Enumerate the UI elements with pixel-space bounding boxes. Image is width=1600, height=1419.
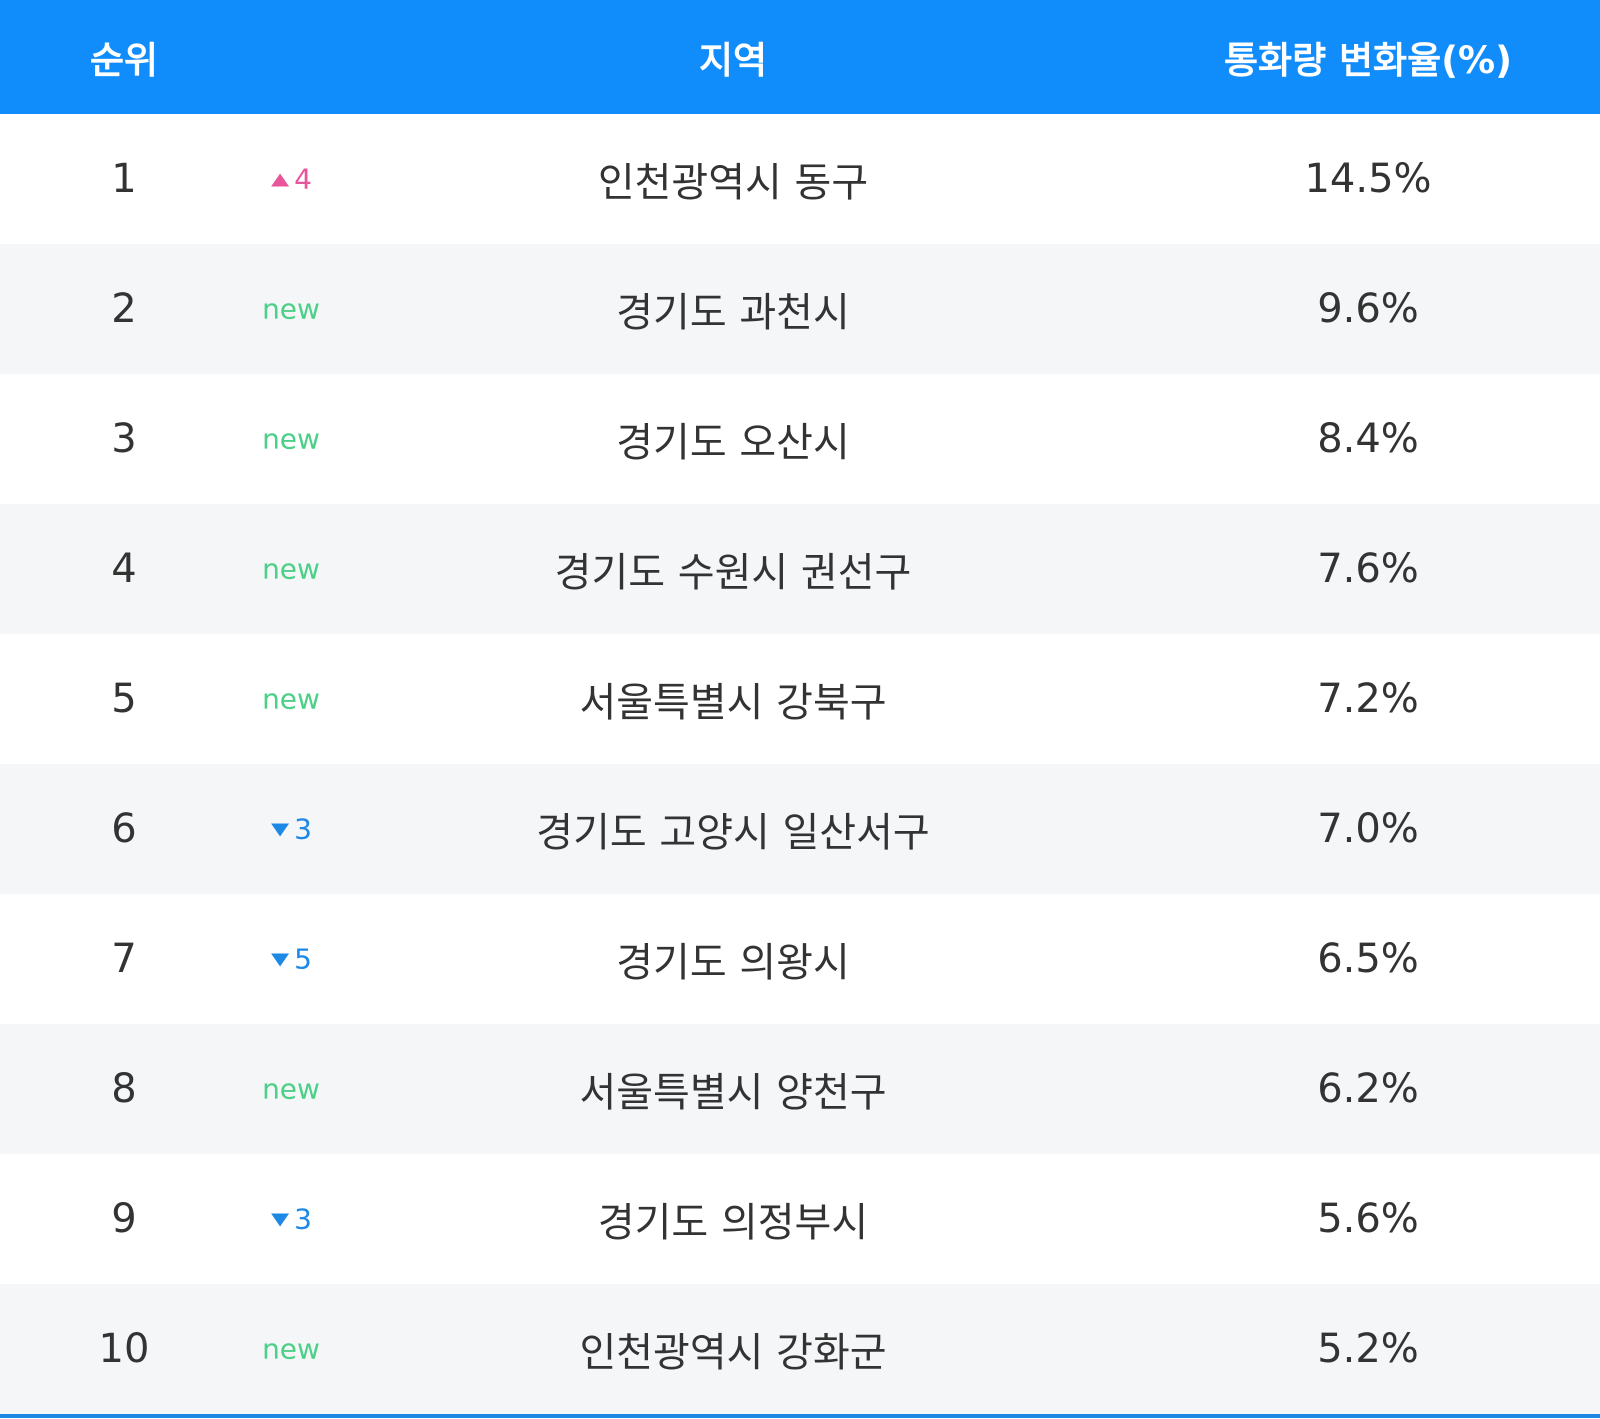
rate: 9.6% <box>1317 286 1419 332</box>
change-arrow <box>271 953 290 966</box>
rank: 9 <box>111 1196 137 1242</box>
table-row: 2 new 경기도 과천시 9.6% <box>0 244 1600 374</box>
region: 경기도 오산시 <box>616 420 850 466</box>
table-header: 순위 지역 통화량 변화율(%) <box>0 0 1600 114</box>
rank-change: new <box>262 1073 320 1106</box>
change-text: 4 <box>294 162 312 196</box>
rank: 2 <box>111 286 137 332</box>
change-text: new <box>262 292 320 326</box>
region: 경기도 과천시 <box>616 290 850 336</box>
table-row: 5 new 서울특별시 강북구 7.2% <box>0 634 1600 764</box>
change-arrow <box>271 1213 290 1226</box>
change-text: 3 <box>294 1202 312 1236</box>
table-body: 1 4 인천광역시 동구 14.5% 2 new 경기도 과천시 9.6% 3 new 경기도 오산… <box>0 114 1600 1414</box>
rate: 5.2% <box>1317 1326 1419 1372</box>
rate: 6.2% <box>1317 1066 1419 1112</box>
region: 서울특별시 강북구 <box>579 680 887 726</box>
region: 경기도 의왕시 <box>616 940 850 986</box>
change-text: new <box>262 422 320 456</box>
table-row: 10 new 인천광역시 강화군 5.2% <box>0 1284 1600 1414</box>
table-row: 1 4 인천광역시 동구 14.5% <box>0 114 1600 244</box>
header-cell: 통화량 변화율(%) <box>1223 39 1513 82</box>
rank-change: 3 <box>270 1203 312 1236</box>
change-text: 3 <box>294 812 312 846</box>
rank-change: new <box>262 553 320 586</box>
rate: 7.0% <box>1317 806 1419 852</box>
change-arrow <box>271 173 290 186</box>
rank-change: 4 <box>270 163 312 196</box>
region: 인천광역시 강화군 <box>579 1330 887 1376</box>
rate: 6.5% <box>1317 936 1419 982</box>
rank-change: new <box>262 1333 320 1366</box>
rank-change: 3 <box>270 813 312 846</box>
header-cell: 지역 <box>698 39 768 82</box>
change-text: 5 <box>294 942 312 976</box>
table-row: 6 3 경기도 고양시 일산서구 7.0% <box>0 764 1600 894</box>
rank-change: new <box>262 683 320 716</box>
bottom-border <box>0 1414 1600 1418</box>
rank: 6 <box>111 806 137 852</box>
region: 경기도 고양시 일산서구 <box>536 810 930 856</box>
table-row: 7 5 경기도 의왕시 6.5% <box>0 894 1600 1024</box>
change-text: new <box>262 682 320 716</box>
change-text: new <box>262 1332 320 1366</box>
header-cell: 순위 <box>89 39 159 82</box>
rank-change: new <box>262 423 320 456</box>
rank: 1 <box>111 156 137 202</box>
rank: 8 <box>111 1066 137 1112</box>
rank-change: new <box>262 293 320 326</box>
rate: 14.5% <box>1304 156 1432 202</box>
table-row: 8 new 서울특별시 양천구 6.2% <box>0 1024 1600 1154</box>
table-row: 9 3 경기도 의정부시 5.6% <box>0 1154 1600 1284</box>
rank: 5 <box>111 676 137 722</box>
rank: 4 <box>111 546 137 592</box>
change-text: new <box>262 552 320 586</box>
table-row: 3 new 경기도 오산시 8.4% <box>0 374 1600 504</box>
change-arrow <box>271 823 290 836</box>
region: 서울특별시 양천구 <box>579 1070 887 1116</box>
rank: 10 <box>98 1326 150 1372</box>
region: 경기도 수원시 권선구 <box>554 550 912 596</box>
rate: 7.6% <box>1317 546 1419 592</box>
rate: 7.2% <box>1317 676 1419 722</box>
rate: 8.4% <box>1317 416 1419 462</box>
change-text: new <box>262 1072 320 1106</box>
rank: 3 <box>111 416 137 462</box>
table-row: 4 new 경기도 수원시 권선구 7.6% <box>0 504 1600 634</box>
rate: 5.6% <box>1317 1196 1419 1242</box>
region: 경기도 의정부시 <box>597 1200 869 1246</box>
region: 인천광역시 동구 <box>597 160 869 206</box>
rank-change: 5 <box>270 943 312 976</box>
rank: 7 <box>111 936 137 982</box>
